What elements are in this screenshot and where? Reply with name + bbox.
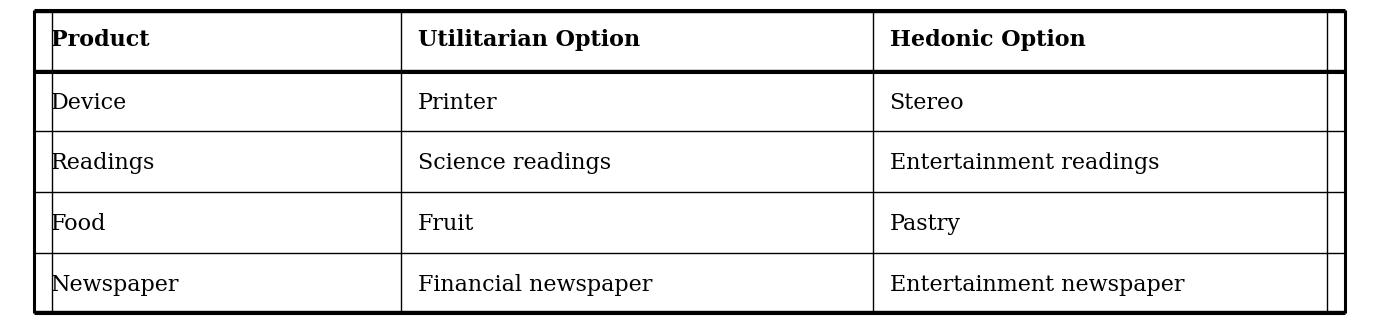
Text: Food: Food bbox=[51, 213, 106, 235]
Text: Fruit: Fruit bbox=[418, 213, 474, 235]
Text: Entertainment readings: Entertainment readings bbox=[890, 152, 1159, 174]
Text: Hedonic Option: Hedonic Option bbox=[890, 29, 1085, 51]
Text: Financial newspaper: Financial newspaper bbox=[418, 274, 652, 296]
Text: Product: Product bbox=[51, 29, 150, 51]
Text: Device: Device bbox=[51, 92, 126, 114]
Text: Printer: Printer bbox=[418, 92, 498, 114]
Text: Newspaper: Newspaper bbox=[51, 274, 179, 296]
Text: Readings: Readings bbox=[51, 152, 155, 174]
Text: Pastry: Pastry bbox=[890, 213, 961, 235]
Text: Stereo: Stereo bbox=[890, 92, 964, 114]
Text: Entertainment newspaper: Entertainment newspaper bbox=[890, 274, 1184, 296]
Text: Utilitarian Option: Utilitarian Option bbox=[418, 29, 639, 51]
Text: Science readings: Science readings bbox=[418, 152, 610, 174]
